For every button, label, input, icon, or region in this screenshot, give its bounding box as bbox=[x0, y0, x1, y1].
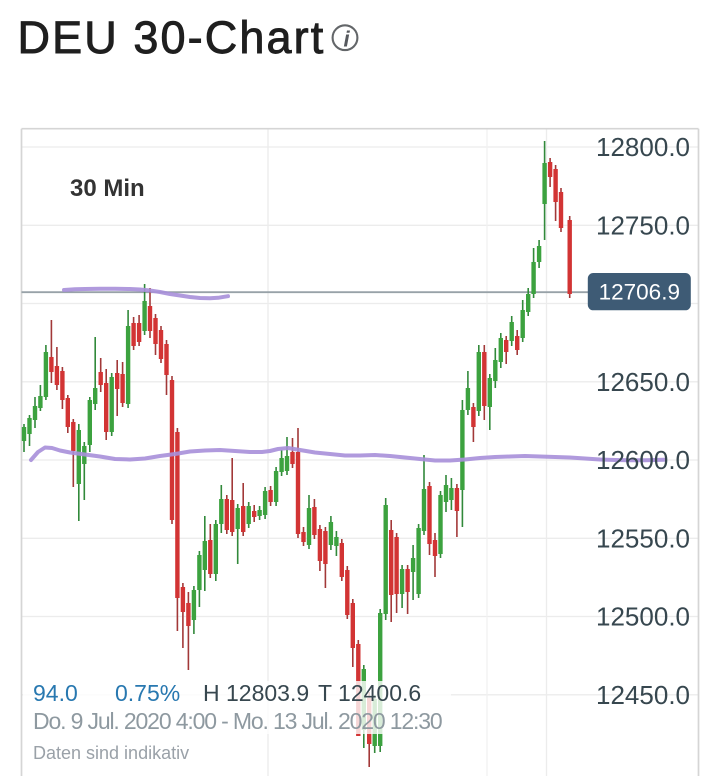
svg-text:12600.0: 12600.0 bbox=[596, 445, 690, 475]
svg-text:12500.0: 12500.0 bbox=[596, 602, 690, 632]
svg-text:i: i bbox=[343, 27, 350, 52]
svg-text:H 12803.9: H 12803.9 bbox=[203, 680, 309, 706]
svg-text:12450.0: 12450.0 bbox=[596, 680, 690, 710]
svg-text:30 Min: 30 Min bbox=[70, 175, 145, 202]
svg-text:DEU 30-Chart: DEU 30-Chart bbox=[18, 12, 326, 63]
svg-text:12750.0: 12750.0 bbox=[596, 210, 690, 240]
svg-text:12706.9: 12706.9 bbox=[599, 280, 680, 305]
svg-text:Daten sind indikativ: Daten sind indikativ bbox=[33, 743, 189, 763]
svg-text:12550.0: 12550.0 bbox=[596, 523, 690, 553]
svg-text:Do. 9 Jul. 2020 4:00 - Mo. 13: Do. 9 Jul. 2020 4:00 - Mo. 13 Jul. 2020 … bbox=[33, 708, 442, 734]
svg-text:0.75%: 0.75% bbox=[115, 680, 180, 706]
svg-text:94.0: 94.0 bbox=[33, 680, 78, 706]
svg-text:12800.0: 12800.0 bbox=[596, 132, 690, 162]
svg-text:12650.0: 12650.0 bbox=[596, 367, 690, 397]
svg-text:T 12400.6: T 12400.6 bbox=[318, 680, 421, 706]
